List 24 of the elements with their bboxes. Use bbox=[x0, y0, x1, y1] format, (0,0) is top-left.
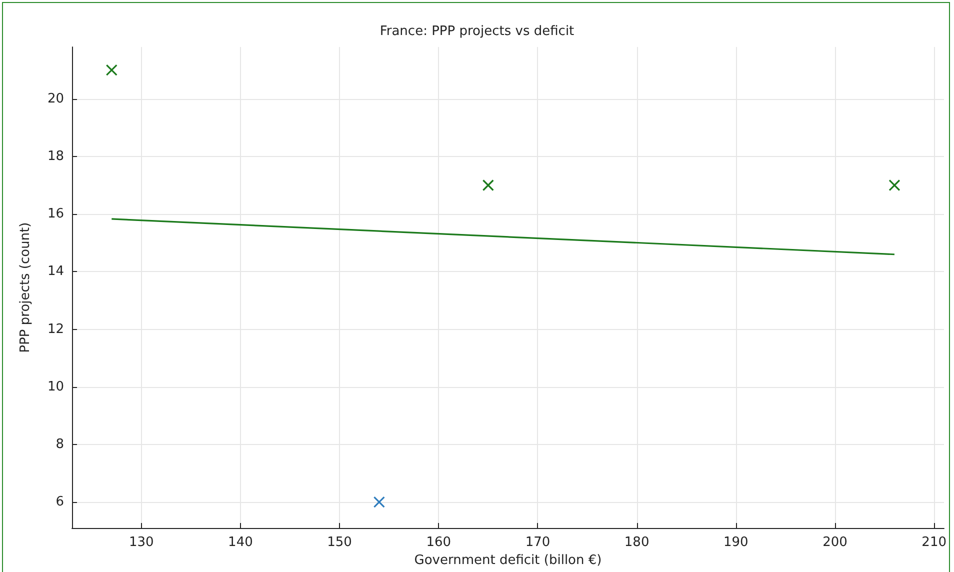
y-tick-label: 8 bbox=[56, 436, 64, 452]
chart-title: France: PPP projects vs deficit bbox=[380, 24, 574, 39]
y-tick-label: 14 bbox=[47, 264, 64, 280]
y-tick-label: 12 bbox=[47, 322, 64, 337]
x-tick-label: 150 bbox=[327, 535, 352, 550]
x-tick-label: 200 bbox=[822, 535, 848, 550]
y-axis-title: PPP projects (count) bbox=[18, 222, 33, 353]
point bbox=[106, 64, 118, 76]
point bbox=[888, 179, 900, 192]
x-tick-label: 190 bbox=[723, 535, 748, 550]
x-tick-label: 130 bbox=[128, 535, 154, 550]
y-tick-label: 6 bbox=[56, 494, 64, 510]
x-axis-title: Government deficit (billon €) bbox=[414, 553, 602, 568]
x-tick-label: 180 bbox=[624, 535, 650, 550]
y-tick-label: 18 bbox=[47, 148, 64, 164]
x-tick-label: 210 bbox=[922, 535, 947, 550]
y-tick-label: 16 bbox=[47, 206, 64, 222]
point bbox=[482, 179, 494, 192]
x-tick-label: 170 bbox=[525, 535, 550, 550]
x-tick-label: 160 bbox=[426, 535, 452, 550]
y-tick-label: 10 bbox=[47, 379, 64, 394]
y-tick-label: 20 bbox=[47, 91, 64, 106]
point bbox=[373, 496, 385, 508]
x-tick-label: 140 bbox=[228, 535, 253, 550]
